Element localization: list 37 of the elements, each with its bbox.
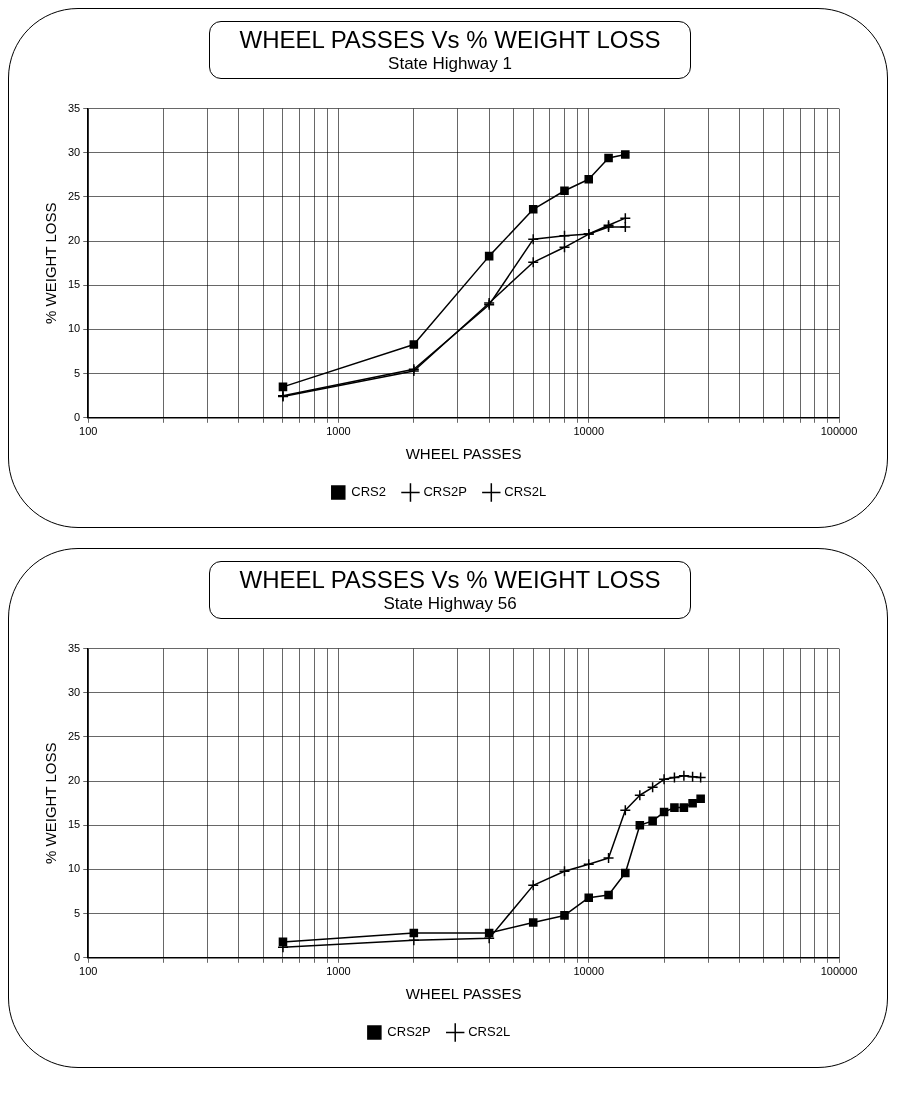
y-tick-label: 35 [67,101,81,114]
y-tick-label: 15 [67,278,81,291]
y-tick-label: 0 [74,950,81,963]
chart-subtitle: State Highway 56 [382,594,518,614]
chart-title: WHEEL PASSES Vs % WEIGHT LOSS [238,26,662,54]
y-tick-label: 15 [67,818,81,831]
legend-label: CRS2 [351,484,386,500]
y-tick-label: 0 [74,410,81,423]
y-tick-label: 5 [74,366,81,379]
chart-subtitle: State Highway 1 [387,54,513,74]
x-tick-label: 1000 [326,965,351,978]
y-tick-label: 25 [67,189,81,202]
y-tick-label: 20 [67,234,81,247]
x-tick-label: 1000 [326,425,351,438]
legend-label: CRS2P [387,1024,431,1040]
y-tick-label: 30 [67,145,81,158]
y-axis-title: % WEIGHT LOSS [42,742,60,864]
x-tick-label: 100 [79,965,98,978]
y-tick-label: 10 [67,862,81,875]
x-tick-label: 100 [79,425,98,438]
x-tick-label: 100000 [820,425,858,438]
x-tick-label: 100000 [820,965,858,978]
y-tick-label: 5 [74,906,81,919]
chart-title: WHEEL PASSES Vs % WEIGHT LOSS [238,566,662,594]
legend-label: CRS2L [504,484,547,500]
y-tick-label: 30 [67,685,81,698]
y-tick-label: 35 [67,641,81,654]
x-tick-label: 10000 [573,965,605,978]
x-axis-title: WHEEL PASSES [405,445,522,463]
y-tick-label: 25 [67,729,81,742]
y-tick-label: 10 [67,322,81,335]
x-axis-title: WHEEL PASSES [405,985,522,1003]
legend-label: CRS2P [423,484,467,500]
legend-label: CRS2L [468,1024,511,1040]
y-axis-title: % WEIGHT LOSS [42,202,60,324]
x-tick-label: 10000 [573,425,605,438]
y-tick-label: 20 [67,774,81,787]
